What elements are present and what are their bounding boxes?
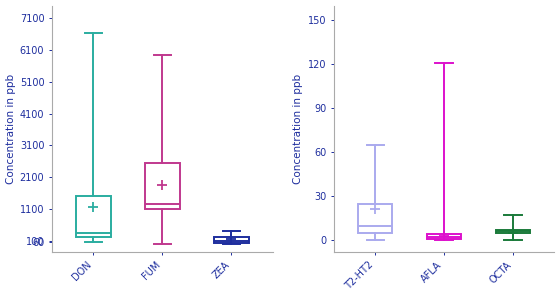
- PathPatch shape: [358, 203, 393, 233]
- PathPatch shape: [214, 237, 249, 243]
- Y-axis label: Concentration in ppb: Concentration in ppb: [293, 74, 304, 184]
- PathPatch shape: [76, 196, 110, 237]
- Y-axis label: Concentration in ppb: Concentration in ppb: [6, 74, 16, 184]
- PathPatch shape: [145, 163, 180, 209]
- PathPatch shape: [496, 230, 530, 233]
- PathPatch shape: [427, 234, 461, 239]
